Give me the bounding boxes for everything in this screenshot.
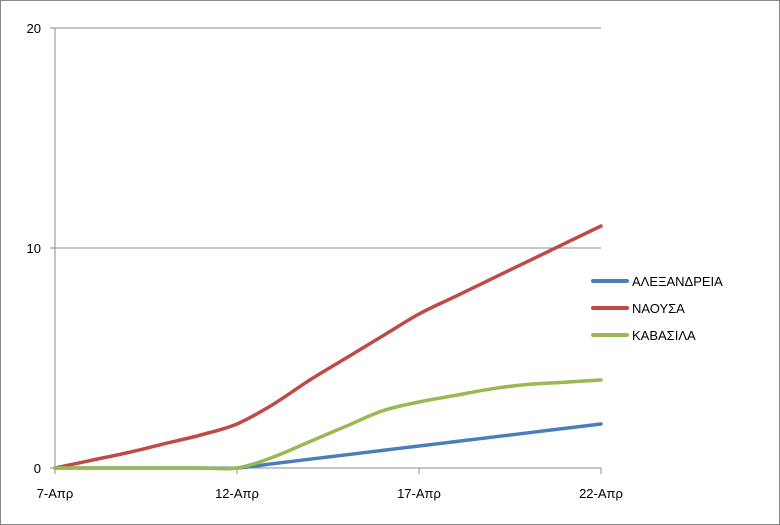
legend-item: ΑΛΕΞΑΝΔΡΕΙΑ <box>591 274 723 289</box>
x-tick-label: 12-Απρ <box>215 486 259 501</box>
series-line-2 <box>53 224 603 470</box>
legend-label: ΝΑΟΥΣΑ <box>632 301 685 316</box>
x-tick-label: 7-Απρ <box>37 486 74 501</box>
legend-label: ΚΑΒΑΣΙΛΑ <box>632 328 696 343</box>
y-tick-label: 0 <box>34 461 41 476</box>
series-lines <box>53 224 603 471</box>
x-tick-label: 22-Απρ <box>579 486 623 501</box>
legend: ΑΛΕΞΑΝΔΡΕΙΑ ΝΑΟΥΣΑ ΚΑΒΑΣΙΛΑ <box>591 274 723 343</box>
gridlines <box>55 27 601 249</box>
legend-label: ΑΛΕΞΑΝΔΡΕΙΑ <box>632 274 723 289</box>
series-line-3 <box>53 378 603 471</box>
y-axis-tick-labels: 0 10 20 <box>27 21 41 476</box>
y-tick-label: 10 <box>27 241 41 256</box>
legend-item: ΝΑΟΥΣΑ <box>591 301 685 316</box>
y-tick-label: 20 <box>27 21 41 36</box>
x-axis-tick-labels: 7-Απρ 12-Απρ 17-Απρ 22-Απρ <box>37 486 623 501</box>
legend-item: ΚΑΒΑΣΙΛΑ <box>591 328 696 343</box>
x-tick-label: 17-Απρ <box>397 486 441 501</box>
